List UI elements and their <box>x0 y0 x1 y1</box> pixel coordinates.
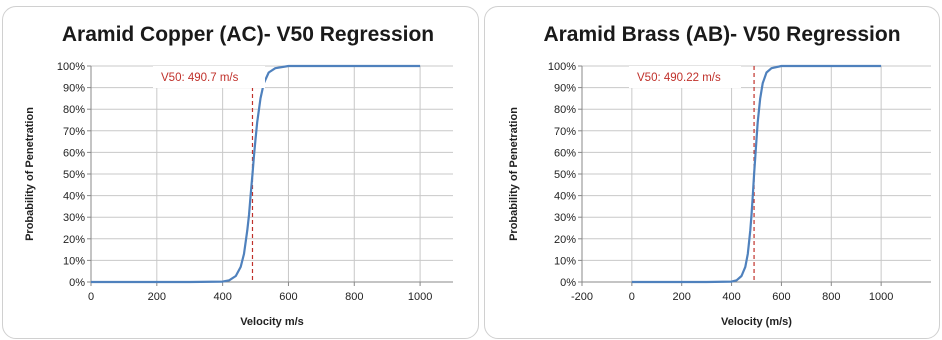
y-tick-label: 60% <box>63 147 85 159</box>
x-tick-label: 400 <box>213 291 231 303</box>
x-tick-label: 1000 <box>869 291 893 303</box>
v50-chart-copper: Aramid Copper (AC)- V50 Regression 0% 10% 2… <box>24 23 453 328</box>
y-tick-label: 0% <box>560 277 576 289</box>
x-tick-label: 0 <box>88 291 94 303</box>
y-tick-label: 80% <box>554 104 576 116</box>
chart-panel-copper: Aramid Copper (AC)- V50 Regression 0% 10% 2… <box>2 6 479 339</box>
x-tick-label: 200 <box>673 291 691 303</box>
x-tick-label: 1000 <box>408 291 432 303</box>
y-tick-label: 40% <box>554 191 576 203</box>
y-tick-label: 80% <box>63 104 85 116</box>
y-tick-label: 90% <box>63 83 85 95</box>
y-tick-label: 70% <box>63 126 85 138</box>
y-tick-label: 100% <box>57 61 85 73</box>
v50-chart-brass: Aramid Brass (AB)- V50 Regression 0% 10% 20… <box>508 23 931 328</box>
y-tick-label: 10% <box>554 255 576 267</box>
y-tick-label: 40% <box>63 191 85 203</box>
x-axis-label: Velocity m/s <box>240 316 304 328</box>
y-tick-label: 100% <box>548 61 576 73</box>
y-tick-label: 0% <box>69 277 85 289</box>
y-tick-label: 50% <box>554 169 576 181</box>
y-tick-label: 20% <box>63 234 85 246</box>
y-tick-label: 20% <box>554 234 576 246</box>
x-tick-label: 800 <box>822 291 840 303</box>
regression-curve <box>91 64 421 284</box>
x-axis-label: Velocity (m/s) <box>721 316 792 328</box>
v50-label: V50: 490.22 m/s <box>637 72 721 84</box>
y-tick-label: 30% <box>63 212 85 224</box>
y-tick-label: 10% <box>63 255 85 267</box>
y-tick-label: 70% <box>554 126 576 138</box>
x-tick-label: 400 <box>722 291 740 303</box>
v50-label-box <box>629 66 741 88</box>
x-tick-label: -200 <box>571 291 593 303</box>
chart-title: Aramid Brass (AB)- V50 Regression <box>543 23 900 46</box>
x-tick-label: 600 <box>772 291 790 303</box>
y-axis-label: Probability of Penetration <box>24 107 36 241</box>
v50-label-box <box>153 66 265 88</box>
y-axis-label: Probability of Penetration <box>508 107 520 241</box>
y-tick-label: 30% <box>554 212 576 224</box>
y-tick-label: 50% <box>63 169 85 181</box>
y-tick-label: 90% <box>554 83 576 95</box>
v50-label: V50: 490.7 m/s <box>161 72 239 84</box>
x-tick-label: 600 <box>279 291 297 303</box>
chart-panel-brass: Aramid Brass (AB)- V50 Regression 0% 10% 20… <box>484 6 940 339</box>
x-tick-label: 200 <box>148 291 166 303</box>
regression-curve <box>631 64 882 284</box>
x-tick-label: 800 <box>345 291 363 303</box>
x-tick-label: 0 <box>629 291 635 303</box>
chart-title: Aramid Copper (AC)- V50 Regression <box>62 23 434 46</box>
y-tick-label: 60% <box>554 147 576 159</box>
